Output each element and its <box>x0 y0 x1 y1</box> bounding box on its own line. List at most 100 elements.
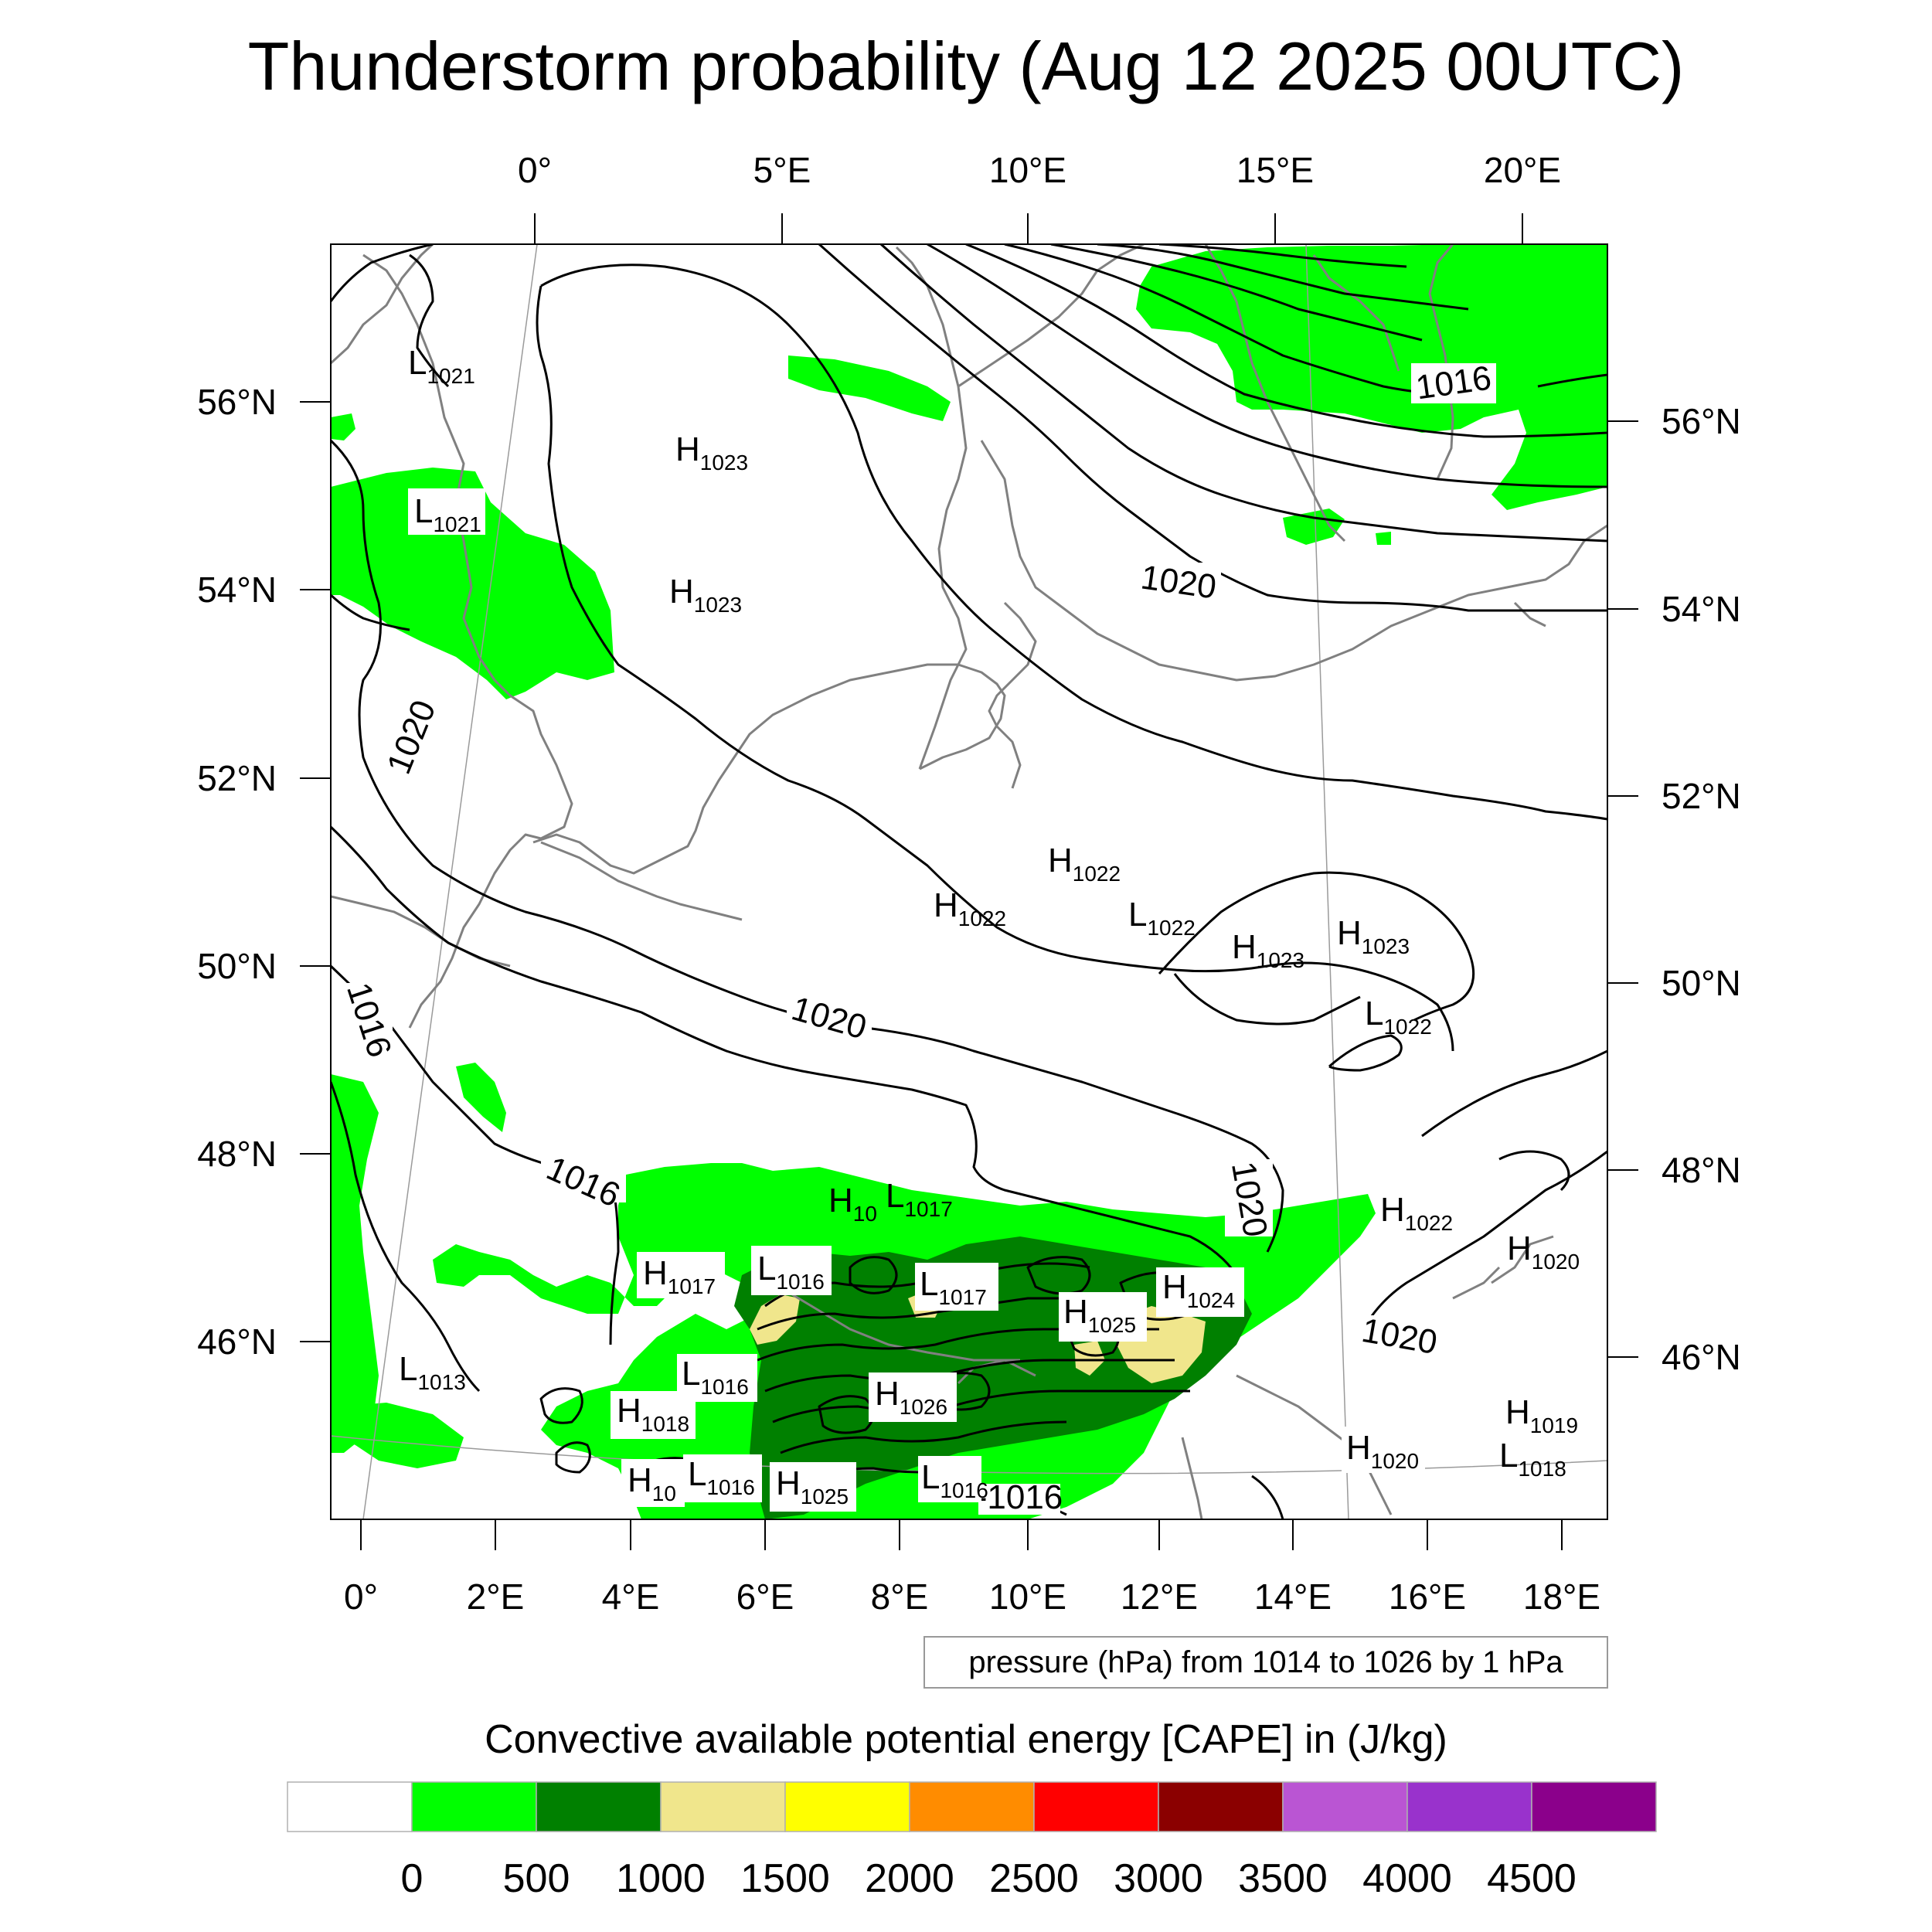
svg-text:L1022: L1022 <box>1128 896 1196 940</box>
contour-label: -1016 <box>976 1478 1063 1516</box>
svg-text:L1016: L1016 <box>757 1250 825 1294</box>
pressure-info-box: pressure (hPa) from 1014 to 1026 by 1 hP… <box>923 1636 1608 1689</box>
pressure-center-label: H10 <box>621 1459 685 1507</box>
colorbar-swatch <box>1282 1781 1408 1832</box>
svg-text:H1023: H1023 <box>1232 928 1304 972</box>
pressure-center-label: L1017 <box>886 1177 953 1221</box>
pressure-center-label: H1018 <box>611 1391 696 1439</box>
pressure-center-label: H1023 <box>1232 928 1304 972</box>
colorbar-tick-label: 1000 <box>616 1856 706 1901</box>
right-latitude-labels: 56°N 54°N 52°N 50°N 48°N 46°N <box>1662 401 1741 1377</box>
colorbar-tick-label: 3500 <box>1238 1856 1328 1901</box>
lat-tick-label: 56°N <box>1662 401 1741 441</box>
colorbar-swatch <box>1158 1781 1284 1832</box>
lat-tick-label: 54°N <box>197 570 277 610</box>
lon-tick-label: 10°E <box>989 1577 1066 1617</box>
svg-text:L1013: L1013 <box>399 1350 466 1394</box>
colorbar <box>287 1781 1657 1832</box>
pressure-center-label: H10 <box>828 1182 877 1226</box>
right-latitude-axis <box>1607 420 1638 1358</box>
contour-label: 1020 <box>1224 1158 1274 1240</box>
pressure-center-label: H1020 <box>1507 1230 1580 1274</box>
map-title: Thunderstorm probability (Aug 12 2025 00… <box>248 28 1685 104</box>
contour-label: 1016 <box>1411 359 1496 407</box>
left-latitude-labels: 56°N 54°N 52°N 50°N 48°N 46°N <box>197 382 277 1362</box>
svg-text:L1016: L1016 <box>921 1458 988 1502</box>
top-longitude-axis <box>534 213 1523 244</box>
svg-text:H1023: H1023 <box>1337 914 1410 958</box>
pressure-center-label: L1018 <box>1499 1437 1566 1481</box>
lon-tick-label: 5°E <box>753 150 811 190</box>
colorbar-swatch <box>784 1781 910 1832</box>
lat-tick-label: 56°N <box>197 382 277 422</box>
colorbar-tick-label: 4000 <box>1362 1856 1452 1901</box>
pressure-center-label: L1016 <box>683 1454 762 1502</box>
svg-text:H10: H10 <box>628 1461 676 1505</box>
colorbar-swatch <box>1033 1781 1159 1832</box>
svg-text:L1016: L1016 <box>682 1355 749 1399</box>
colorbar-swatch <box>536 1781 662 1832</box>
lat-tick-label: 52°N <box>197 758 277 798</box>
pressure-center-label: L1022 <box>1365 995 1432 1039</box>
svg-text:L1022: L1022 <box>1365 995 1432 1039</box>
lon-tick-label: 20°E <box>1484 150 1561 190</box>
lat-tick-label: 46°N <box>1662 1337 1741 1377</box>
pressure-center-label: L1016 <box>918 1456 988 1502</box>
lat-tick-label: 50°N <box>1662 963 1741 1003</box>
lat-tick-label: 50°N <box>197 946 277 986</box>
colorbar-tick-label: 0 <box>401 1856 423 1901</box>
svg-text:L1021: L1021 <box>414 492 481 536</box>
pressure-center-label: H1020 <box>1342 1427 1425 1473</box>
contour-label: 1020 <box>787 989 872 1047</box>
svg-text:L1017: L1017 <box>920 1265 987 1309</box>
pressure-center-label: H1023 <box>1337 914 1410 958</box>
lon-tick-label: 16°E <box>1389 1577 1466 1617</box>
lon-tick-label: 2°E <box>467 1577 525 1617</box>
pressure-center-label: H1025 <box>770 1462 856 1512</box>
pressure-info-text: pressure (hPa) from 1014 to 1026 by 1 hP… <box>968 1645 1563 1679</box>
lon-tick-label: 0° <box>344 1577 378 1617</box>
svg-text:H1025: H1025 <box>1063 1293 1136 1337</box>
colorbar-swatch <box>909 1781 1035 1832</box>
pressure-centers: L1021 L1021 H1023 H1023 H1022 H1022 L102… <box>399 344 1580 1512</box>
lat-tick-label: 48°N <box>197 1134 277 1174</box>
svg-text:H1018: H1018 <box>617 1392 689 1436</box>
pressure-center-label: L1021 <box>408 344 475 388</box>
lat-tick-label: 46°N <box>197 1321 277 1362</box>
pressure-center-label: L1021 <box>408 488 485 536</box>
svg-text:H10: H10 <box>828 1182 877 1226</box>
svg-text:H1023: H1023 <box>669 573 742 617</box>
pressure-center-label: H1019 <box>1505 1393 1578 1437</box>
lon-tick-label: 4°E <box>602 1577 660 1617</box>
svg-text:H1022: H1022 <box>1380 1191 1453 1235</box>
pressure-center-label: L1017 <box>915 1263 998 1311</box>
svg-text:H1025: H1025 <box>776 1464 849 1509</box>
lon-tick-label: 12°E <box>1121 1577 1198 1617</box>
contour-labels: 1016 1020 1020 1016 1020 1016 1020 1020 <box>339 359 1496 1516</box>
svg-text:H1017: H1017 <box>643 1254 716 1298</box>
lon-tick-label: 14°E <box>1254 1577 1332 1617</box>
colorbar-swatch <box>1531 1781 1657 1832</box>
svg-text:-1016: -1016 <box>976 1478 1063 1516</box>
lon-tick-label: 18°E <box>1523 1577 1600 1617</box>
colorbar-tick-label: 1500 <box>740 1856 830 1901</box>
colorbar-tick-label: 500 <box>503 1856 570 1901</box>
svg-text:L1021: L1021 <box>408 344 475 388</box>
pressure-center-label: L1016 <box>751 1246 832 1295</box>
lon-tick-label: 6°E <box>736 1577 794 1617</box>
colorbar-tick-label: 2000 <box>865 1856 954 1901</box>
isobar-lines <box>331 244 1607 1519</box>
top-longitude-labels: 0° 5°E 10°E 15°E 20°E <box>518 150 1561 190</box>
lat-tick-label: 48°N <box>1662 1150 1741 1190</box>
colorbar-tick-labels: 0 500 1000 1500 2000 2500 3000 3500 4000 4500 <box>401 1856 1577 1901</box>
pressure-center-label: L1022 <box>1128 896 1196 940</box>
bottom-longitude-labels: 0° 2°E 4°E 6°E 8°E 10°E 12°E 14°E 16°E 1… <box>344 1577 1600 1617</box>
pressure-center-label: H1026 <box>869 1372 957 1422</box>
contour-label: 1016 <box>339 978 399 1062</box>
lat-tick-label: 54°N <box>1662 589 1741 629</box>
svg-text:H1022: H1022 <box>934 886 1006 930</box>
lon-tick-label: 0° <box>518 150 552 190</box>
lon-tick-label: 8°E <box>871 1577 929 1617</box>
pressure-center-label: H1022 <box>1380 1191 1453 1235</box>
